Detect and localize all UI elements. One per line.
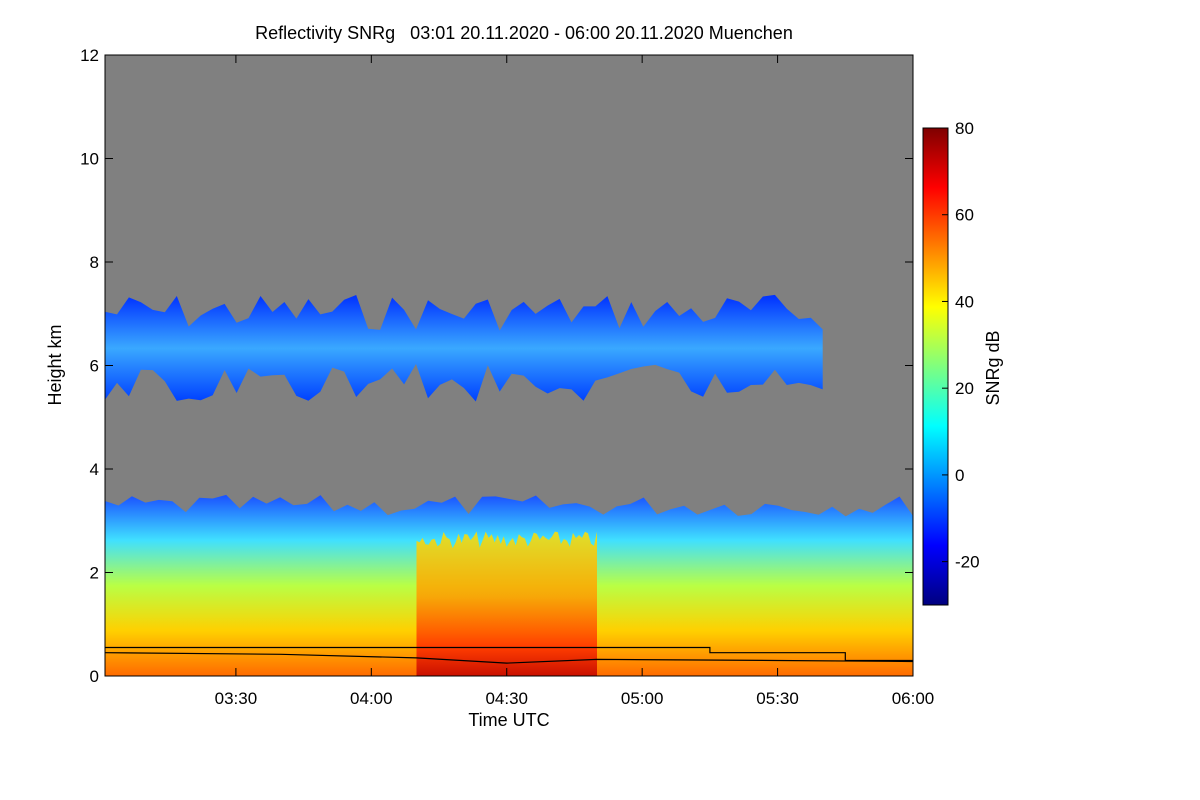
colorbar: -20 0 20 40 60 80 SNRg dB — [922, 119, 1003, 606]
y-tick-label: 12 — [80, 46, 99, 65]
x-tick-label: 04:00 — [350, 689, 393, 708]
y-axis: 0 2 4 6 8 10 12 — [80, 46, 913, 686]
boundary-lines — [105, 646, 913, 664]
colorbar-tick-label: 80 — [955, 119, 974, 138]
colorbar-label: SNRg dB — [983, 330, 1003, 405]
x-tick-label: 04:30 — [485, 689, 528, 708]
plot-area — [105, 55, 913, 676]
chart-title: Reflectivity SNRg 03:01 20.11.2020 - 06:… — [255, 23, 793, 43]
colorbar-tick-label: 20 — [955, 379, 974, 398]
y-tick-label: 6 — [90, 357, 99, 376]
x-tick-label: 05:30 — [756, 689, 799, 708]
y-tick-label: 10 — [80, 150, 99, 169]
y-tick-label: 2 — [90, 564, 99, 583]
x-axis-label: Time UTC — [468, 710, 549, 730]
x-tick-label: 03:30 — [215, 689, 258, 708]
cloud-layer-1 — [105, 294, 823, 402]
x-axis: 03:30 04:00 04:30 05:00 05:30 06:00 — [215, 55, 935, 708]
cloud-layer-3 — [416, 531, 597, 676]
colorbar-tick-label: 0 — [955, 466, 964, 485]
cloud-layers — [105, 294, 913, 676]
colorbar-tick-label: -20 — [955, 553, 980, 572]
colorbar-ticks: -20 0 20 40 60 80 — [942, 119, 980, 572]
y-tick-label: 8 — [90, 253, 99, 272]
y-axis-label: Height km — [45, 324, 65, 405]
y-tick-label: 4 — [90, 460, 99, 479]
colorbar-tick-label: 60 — [955, 206, 974, 225]
colorbar-tick-label: 40 — [955, 292, 974, 311]
x-tick-label: 05:00 — [621, 689, 664, 708]
colorbar-gradient — [922, 127, 949, 606]
y-tick-label: 0 — [90, 667, 99, 686]
x-tick-label: 06:00 — [892, 689, 935, 708]
boundary-line-2 — [105, 652, 913, 664]
